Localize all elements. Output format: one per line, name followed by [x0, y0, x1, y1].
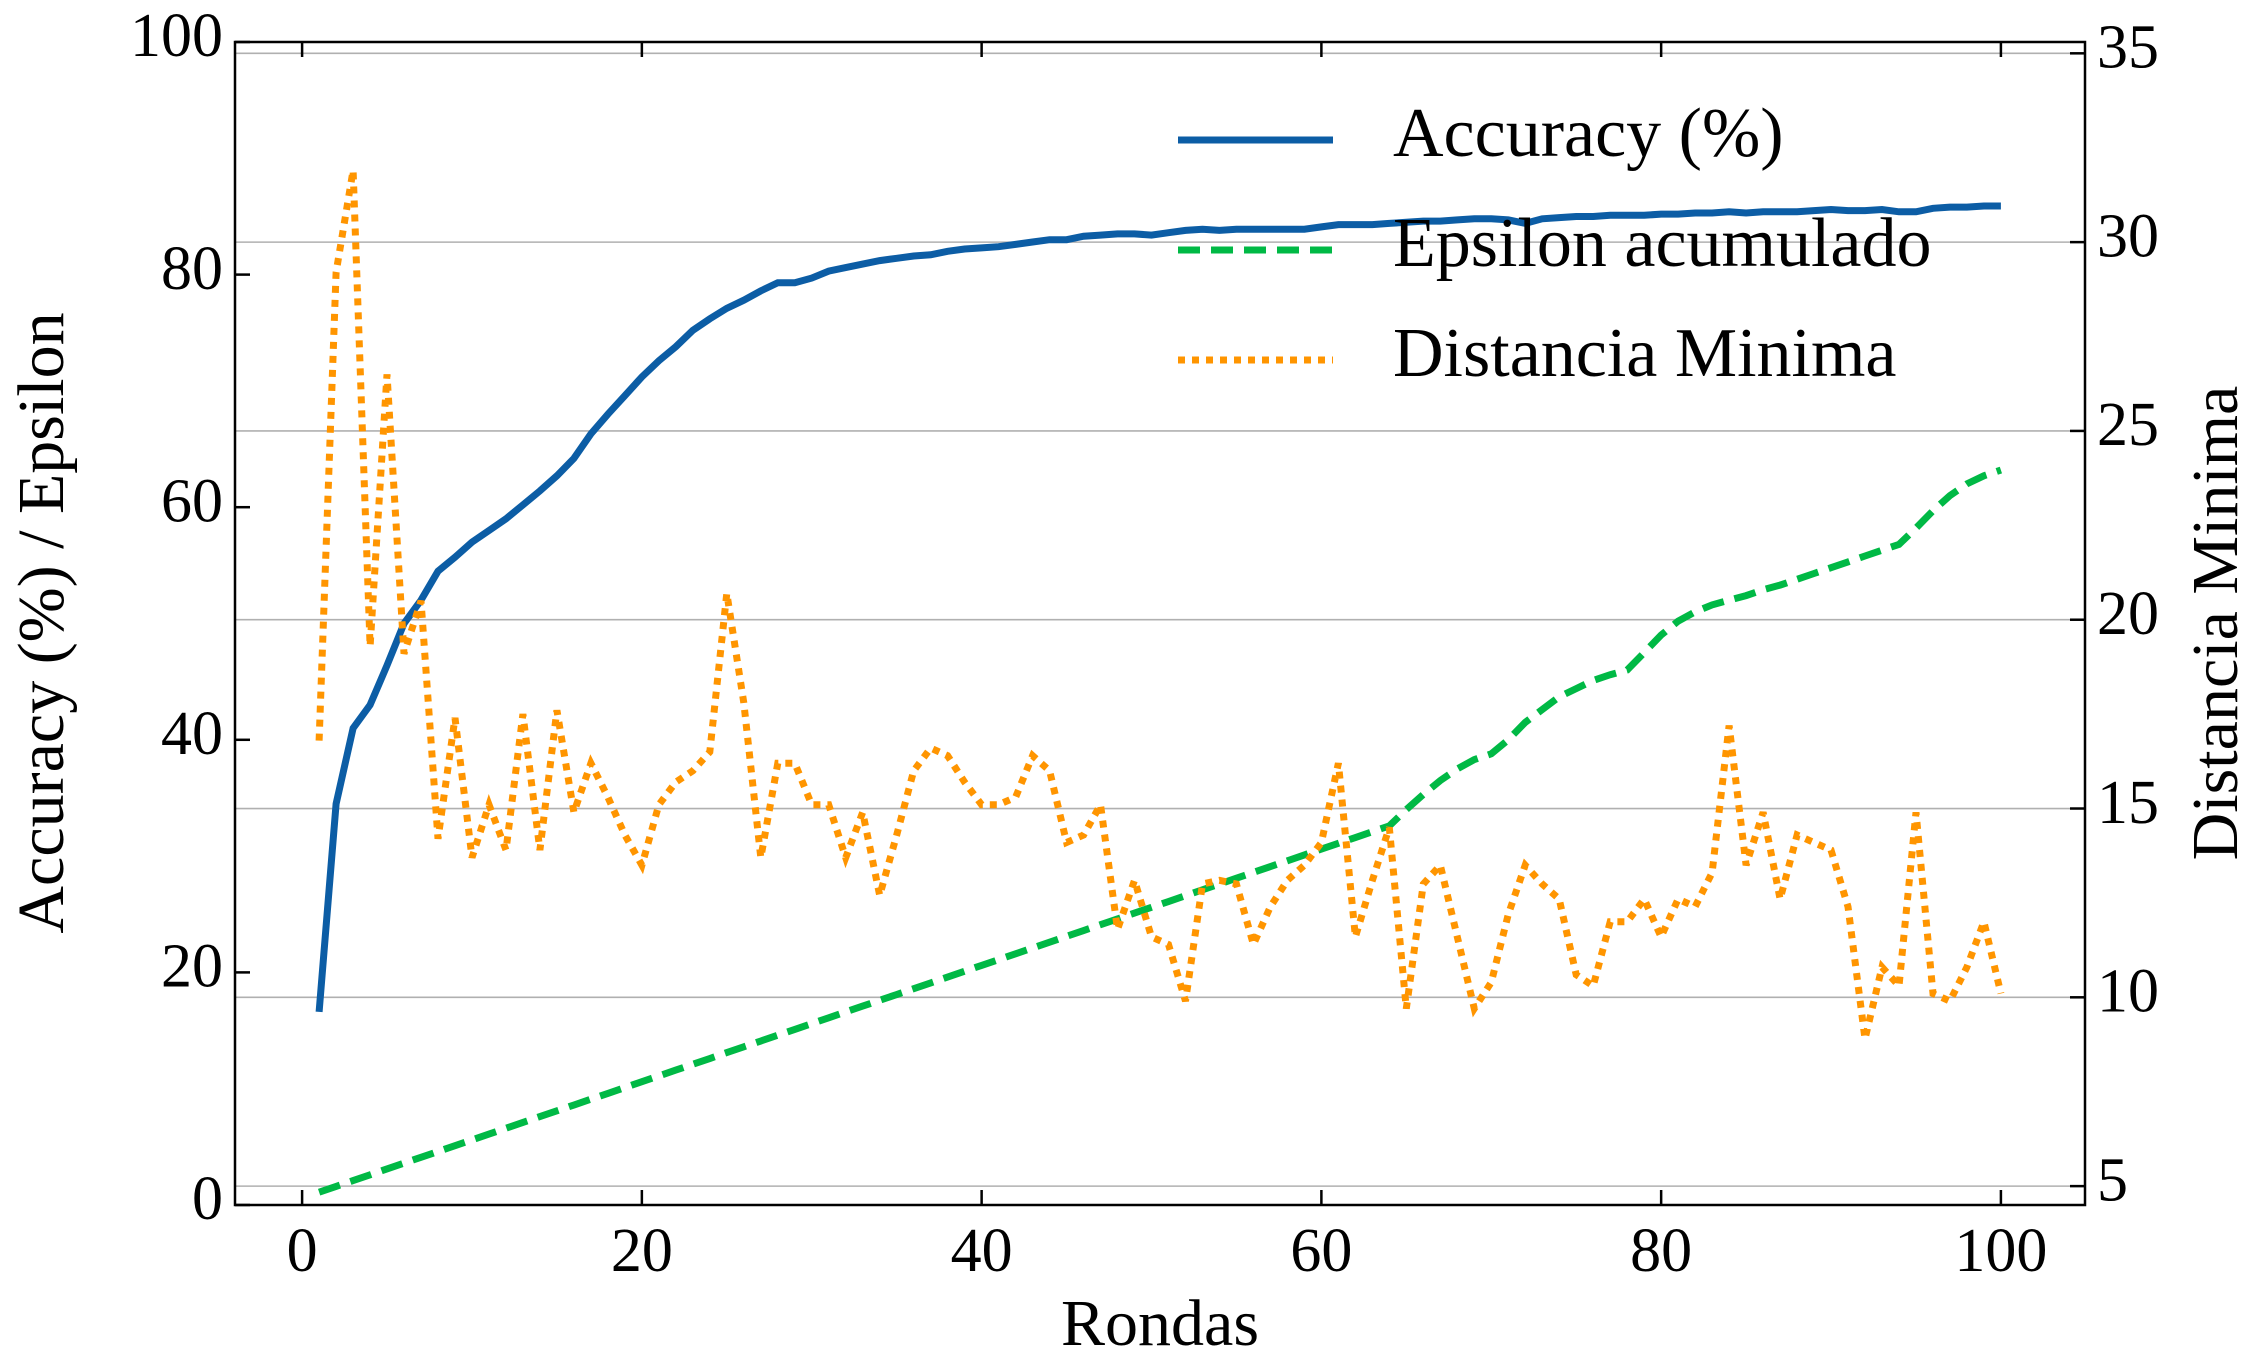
data-line: [315, 202, 2001, 1013]
legend-label: Epsilon acumulado: [1393, 205, 1932, 282]
y2-tick-label: 25: [2097, 391, 2159, 459]
x-tick-label: 80: [1630, 1217, 1692, 1285]
y-tick-label: 60: [161, 467, 223, 535]
y2-tick-label: 30: [2097, 202, 2159, 270]
y-tick-label: 0: [192, 1165, 223, 1233]
y2-tick-label: 15: [2097, 769, 2159, 837]
y-axis-label: Accuracy (%) / Epsilon: [5, 312, 78, 933]
x-tick-label: 60: [1290, 1217, 1352, 1285]
plot-frame: [233, 40, 2087, 1207]
legend-label: Accuracy (%): [1393, 95, 1784, 172]
y2-tick-label: 20: [2097, 580, 2159, 648]
y2-axis-label: Distancia Minima: [2179, 386, 2252, 861]
y2-tick-label: 5: [2097, 1146, 2128, 1214]
y2-tick-label: 10: [2097, 958, 2159, 1026]
legend-label: Distancia Minima: [1393, 315, 1897, 392]
y-tick-label: 80: [161, 235, 223, 303]
y-tick-label: 100: [130, 2, 223, 70]
x-axis-label: Rondas: [1061, 1287, 1259, 1360]
y2-tick-label: 35: [2097, 14, 2159, 82]
y-tick-label: 20: [161, 933, 223, 1001]
x-tick-label: 0: [287, 1217, 318, 1285]
x-tick-label: 40: [951, 1217, 1013, 1285]
y-tick-label: 40: [161, 700, 223, 768]
x-tick-label: 100: [1954, 1217, 2047, 1285]
x-tick-label: 20: [611, 1217, 673, 1285]
data-line: [315, 169, 2005, 1040]
data-line: [317, 466, 2003, 1196]
